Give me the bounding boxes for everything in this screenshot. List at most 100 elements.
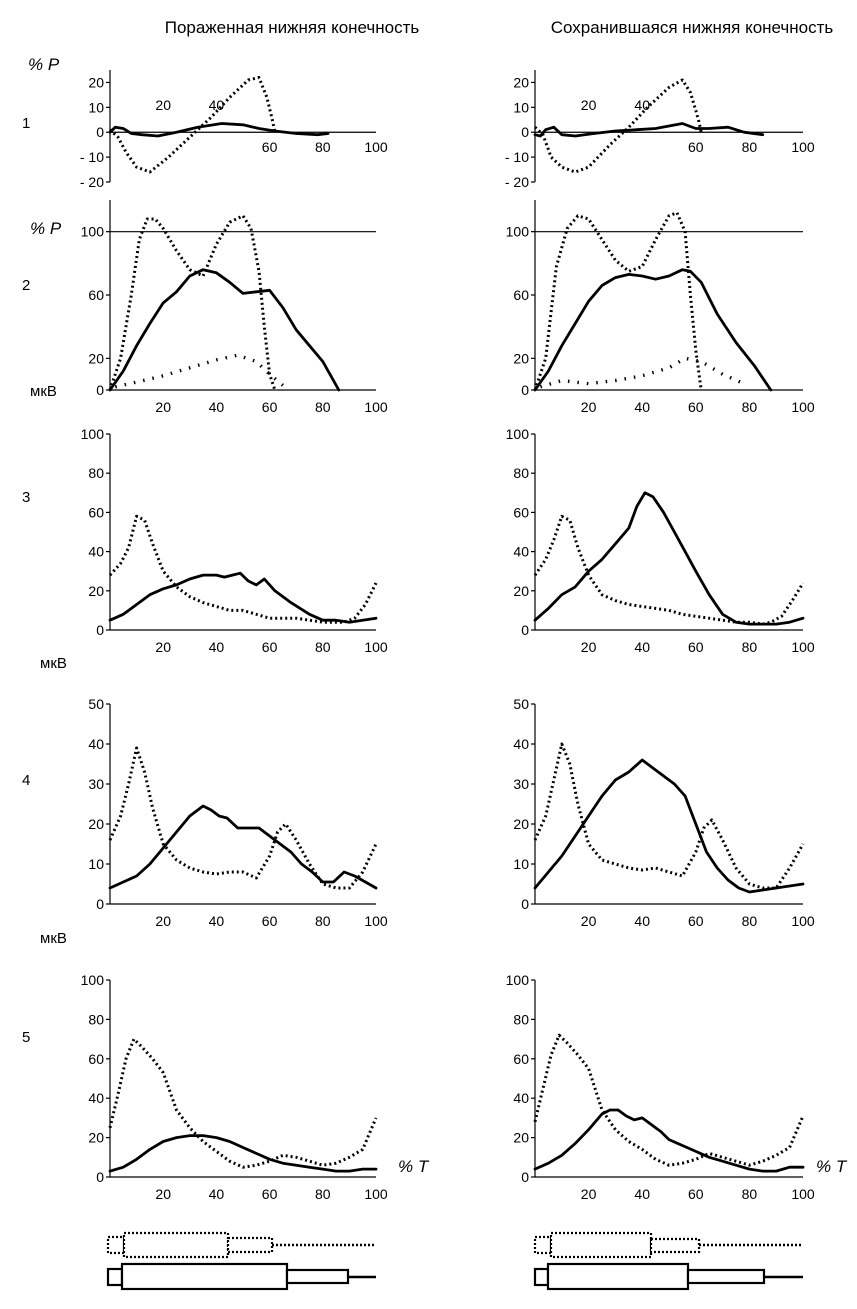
x-tick-label: 80 — [742, 1186, 758, 1202]
y-tick-label: 20 — [88, 74, 104, 90]
y-tick-label: 60 — [88, 1051, 104, 1067]
y-tick-label: 10 — [513, 856, 529, 872]
row-label-4: 4 — [22, 772, 30, 789]
series-dotted-line — [533, 1033, 805, 1167]
series-solid-line — [533, 1108, 805, 1173]
y-tick-label: 0 — [521, 124, 529, 140]
gait-solid-phase-box — [106, 1267, 124, 1287]
y-tick-label: 60 — [513, 287, 529, 303]
x-tick-label: 60 — [262, 399, 278, 415]
y-tick-label: 20 — [513, 816, 529, 832]
y-tick-label: 50 — [513, 696, 529, 712]
x-tick-label: 100 — [791, 139, 815, 155]
y-tick-label: - 10 — [80, 149, 104, 165]
y-tick-label: 100 — [81, 972, 105, 988]
y-tick-label: 80 — [88, 1011, 104, 1027]
y-tick-label: 10 — [88, 99, 104, 115]
y-tick-label: 100 — [81, 426, 105, 442]
x-tick-label: 80 — [315, 639, 331, 655]
series-dotted-line — [108, 514, 378, 624]
series-dotted-line — [108, 214, 277, 391]
series-dotted-line — [108, 1037, 378, 1169]
x-tick-label: 100 — [791, 399, 815, 415]
row-label-1: 1 — [22, 115, 30, 132]
y-tick-label: 40 — [88, 1090, 104, 1106]
series-dotted-line — [108, 76, 277, 174]
ylabel-percent-p-row1: % P — [28, 55, 60, 74]
y-tick-label: 0 — [521, 896, 529, 912]
y-tick-label: 100 — [81, 224, 105, 240]
gait-solid-phase-box — [546, 1262, 690, 1291]
gait-solid-phase-box — [686, 1268, 766, 1285]
x-tick-label: 100 — [791, 913, 815, 929]
y-tick-label: 20 — [513, 350, 529, 366]
x-tick-label: 60 — [688, 913, 704, 929]
y-tick-label: 50 — [88, 696, 104, 712]
y-tick-label: 60 — [513, 504, 529, 520]
y-tick-label: 20 — [88, 816, 104, 832]
x-tick-label: 20 — [155, 639, 171, 655]
x-tick-label: 60 — [688, 639, 704, 655]
y-tick-label: 20 — [513, 1130, 529, 1146]
gait-solid-phase-box — [285, 1268, 350, 1285]
chart-row5-preserved: 100 80 60 40 20 0 20 40 60 80 100 — [506, 972, 815, 1202]
gait-dotted-phase-box — [226, 1236, 274, 1254]
y-tick-label: 10 — [513, 99, 529, 115]
header-affected-limb: Пораженная нижняя конечность — [165, 18, 420, 37]
x-tick-label: 20 — [581, 1186, 597, 1202]
x-tick-label: 80 — [742, 139, 758, 155]
gait-dotted-phase-box — [106, 1235, 126, 1255]
x-tick-label: 20 — [581, 913, 597, 929]
series-low-line — [539, 356, 745, 389]
x-tick-label: 40 — [209, 399, 225, 415]
x-tick-label: 40 — [634, 97, 650, 113]
series-solid-line — [108, 268, 341, 392]
x-tick-label: 80 — [742, 399, 758, 415]
x-tick-label: 20 — [155, 1186, 171, 1202]
gait-dotted-phase-box — [533, 1235, 553, 1255]
y-tick-label: - 20 — [505, 174, 529, 190]
xlabel-percent-t-left: % T — [398, 1157, 430, 1176]
chart-row3-preserved: 100 80 60 40 20 0 20 40 60 80 100 — [506, 426, 815, 655]
y-tick-label: 30 — [88, 776, 104, 792]
x-tick-label: 60 — [688, 139, 704, 155]
x-tick-label: 100 — [791, 1186, 815, 1202]
y-tick-label: 100 — [506, 426, 530, 442]
x-tick-label: 40 — [634, 1186, 650, 1202]
header-preserved-limb: Сохранившаяся нижняя конечность — [551, 18, 834, 37]
series-dotted-line — [108, 746, 378, 890]
series-solid-line — [533, 268, 773, 392]
y-tick-label: 0 — [521, 622, 529, 638]
x-tick-label: 20 — [581, 97, 597, 113]
series-solid-line — [533, 122, 765, 138]
y-tick-label: 80 — [513, 465, 529, 481]
x-tick-label: 40 — [209, 1186, 225, 1202]
y-tick-label: 100 — [506, 972, 530, 988]
x-tick-label: 40 — [209, 913, 225, 929]
series-solid-line — [533, 491, 805, 626]
series-dotted-line — [533, 78, 703, 174]
x-tick-label: 80 — [315, 913, 331, 929]
y-tick-label: 100 — [506, 224, 530, 240]
series-solid-line — [108, 122, 330, 138]
y-tick-label: 0 — [96, 382, 104, 398]
x-tick-label: 60 — [262, 1186, 278, 1202]
y-tick-label: 40 — [88, 544, 104, 560]
series-solid-line — [108, 571, 378, 624]
ylabel-percent-p-row2: % P — [30, 219, 62, 238]
x-tick-label: 100 — [364, 399, 388, 415]
gait-dotted-phase-box — [549, 1231, 653, 1259]
row-label-5: 5 — [22, 1029, 30, 1046]
row-label-2: 2 — [22, 277, 30, 294]
y-tick-label: 80 — [513, 1011, 529, 1027]
x-tick-label: 40 — [634, 639, 650, 655]
x-tick-label: 40 — [634, 913, 650, 929]
y-tick-label: 60 — [88, 504, 104, 520]
x-tick-label: 80 — [315, 1186, 331, 1202]
y-tick-label: 40 — [88, 736, 104, 752]
xlabel-percent-t-right: % T — [816, 1157, 848, 1176]
chart-row2-affected: 100 60 20 0 20 40 60 80 100 — [81, 200, 388, 415]
